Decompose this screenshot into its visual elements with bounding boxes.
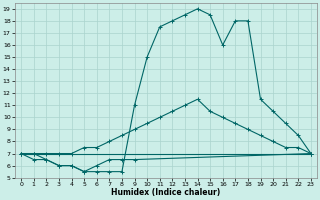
X-axis label: Humidex (Indice chaleur): Humidex (Indice chaleur): [111, 188, 221, 197]
